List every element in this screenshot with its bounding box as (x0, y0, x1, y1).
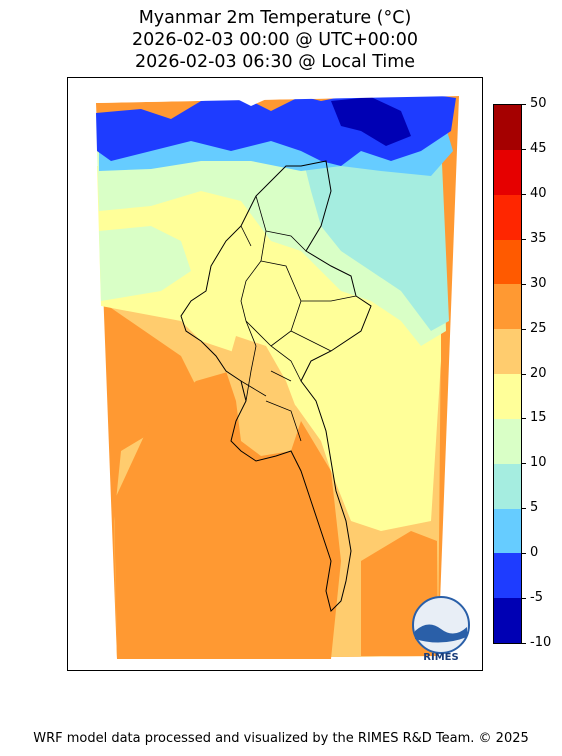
colorbar-segment (494, 149, 521, 196)
colorbar-segment (494, 105, 521, 151)
colorbar-segment (494, 329, 521, 375)
colorbar-tick-label: 20 (530, 365, 547, 381)
map-title-line-3: 2026-02-03 06:30 @ Local Time (134, 52, 416, 72)
state-boundaries (240, 195, 357, 442)
colorbar-tick-label: 30 (530, 275, 547, 291)
colorbar-tick-label: 10 (530, 455, 547, 471)
colorbar-tick-label: 40 (530, 185, 547, 201)
colorbar-tick (522, 193, 526, 195)
band-central-lowlands (226, 336, 301, 456)
map-title-line-2: 2026-02-03 00:00 @ UTC+00:00 (131, 30, 419, 50)
colorbar-tick (522, 373, 526, 375)
colorbar-tick-label: 35 (530, 230, 547, 246)
colorbar-tick (522, 148, 526, 150)
colorbar-tick (522, 104, 526, 105)
no-data-area (96, 78, 459, 103)
colorbar-segment (494, 553, 521, 599)
colorbar-tick-label: 15 (530, 410, 547, 426)
rimes-logo: RIMES (412, 596, 470, 663)
map-frame: RIMES (67, 77, 483, 671)
colorbar (493, 104, 522, 644)
footer-credit: WRF model data processed and visualized … (33, 731, 529, 746)
band-minus5-0 (331, 97, 411, 146)
colorbar-segment (494, 508, 521, 554)
colorbar-segment (494, 284, 521, 330)
colorbar-tick-label: -5 (530, 590, 543, 606)
colorbar-segment (494, 598, 521, 644)
colorbar-segment (494, 463, 521, 509)
colorbar-tick-label: 0 (530, 545, 539, 561)
country-outline (180, 160, 372, 612)
colorbar-tick-label: 5 (530, 500, 539, 516)
colorbar-tick (522, 283, 526, 285)
colorbar-tick-label: 25 (530, 320, 547, 336)
colorbar-tick (522, 418, 526, 420)
logo-text: RIMES (423, 652, 458, 663)
map-title-line-1: Myanmar 2m Temperature (°C) (138, 8, 412, 28)
no-data-notch (181, 91, 301, 106)
band-10-15 (301, 141, 449, 331)
colorbar-tick (522, 463, 526, 465)
temperature-map: RIMES (96, 78, 470, 663)
colorbar-tick-label: -10 (530, 635, 552, 650)
band-15-20-west (99, 226, 191, 301)
colorbar-segment (494, 374, 521, 420)
colorbar-segment (494, 239, 521, 285)
colorbar-tick (522, 643, 526, 644)
colorbar-tick (522, 598, 526, 600)
colorbar-tick (522, 508, 526, 510)
colorbar-tick-label: 45 (530, 140, 547, 156)
colorbar-tick-label: 50 (530, 96, 547, 111)
colorbar-segment (494, 194, 521, 240)
colorbar-tick (522, 238, 526, 240)
colorbar-tick (522, 553, 526, 555)
colorbar-segment (494, 418, 521, 465)
colorbar-tick (522, 328, 526, 330)
